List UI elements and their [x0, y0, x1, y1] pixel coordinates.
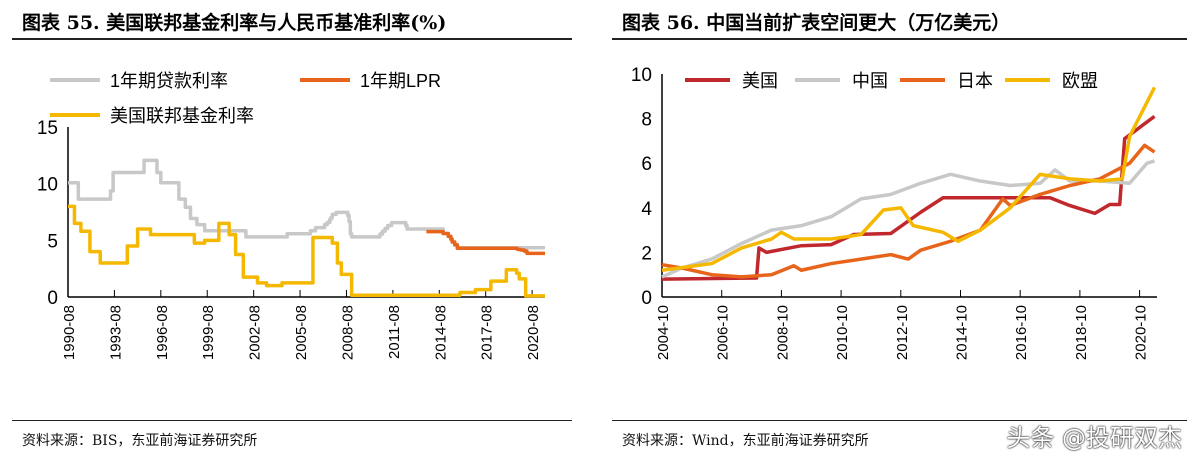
x-tick-label: 2020-08 — [525, 305, 542, 360]
x-tick-label: 2018-10 — [1073, 305, 1090, 360]
series-line-欧盟 — [661, 86, 1157, 272]
legend-label: 美国 — [742, 71, 778, 91]
source-right: 资料来源：Wind，东亚前海证券研究所 — [622, 433, 869, 449]
y-tick-label: 10 — [37, 175, 58, 196]
series-line-美国联邦基金利率 — [68, 204, 545, 298]
x-tick-label: 2008-10 — [774, 305, 791, 360]
x-tick-label: 2006-10 — [715, 305, 732, 360]
series-line-1年期贷款利率 — [68, 158, 545, 250]
series-line-美国 — [661, 114, 1156, 281]
chart-left: 0 5 10 15 1990-08 1993-08 1996-08 1999-08 2002-0… — [37, 71, 545, 360]
footer-divider-left — [12, 420, 572, 421]
x-tick-label: 1996-08 — [154, 305, 171, 360]
legend-label: 日本 — [957, 71, 993, 91]
chart-title-right: 图表 56. 中国当前扩表空间更大（万亿美元） — [622, 12, 1011, 34]
y-tick-label: 6 — [641, 154, 652, 175]
y-tick-label: 10 — [631, 65, 652, 86]
chart-right: 0 2 4 6 8 10 2004-10 2006-10 2008-10 2010-10 2012-… — [631, 65, 1157, 360]
x-tick-label: 1993-08 — [107, 305, 124, 360]
x-tick-label: 2010-10 — [834, 305, 851, 360]
x-tick-label: 2020-10 — [1133, 305, 1150, 360]
x-tick-label: 2008-08 — [339, 305, 356, 360]
y-tick-label: 0 — [641, 288, 652, 309]
chart-title-left: 图表 55. 美国联邦基金利率与人民币基准利率(%) — [22, 12, 447, 34]
y-tick-label: 4 — [641, 199, 652, 220]
legend-label: 欧盟 — [1062, 71, 1098, 91]
x-tick-label: 2002-08 — [247, 305, 264, 360]
x-tick-label: 2014-10 — [953, 305, 970, 360]
legend-label: 1年期LPR — [360, 71, 441, 91]
legend-label: 美国联邦基金利率 — [110, 106, 254, 126]
x-tick-label: 2005-08 — [293, 305, 310, 360]
x-tick-label: 2017-08 — [479, 305, 496, 360]
title-divider-left — [12, 38, 572, 40]
y-tick-label: 5 — [47, 231, 58, 252]
x-tick-label: 1999-08 — [200, 305, 217, 360]
x-tick-label: 2016-10 — [1013, 305, 1030, 360]
y-tick-label: 2 — [641, 243, 652, 264]
y-tick-label: 15 — [37, 118, 58, 139]
x-tick-label: 2014-08 — [432, 305, 449, 360]
watermark: 头条 @投研双杰 — [1006, 424, 1182, 452]
legend-label: 中国 — [852, 71, 888, 91]
legend-label: 1年期贷款利率 — [110, 71, 228, 91]
x-tick-label: 2004-10 — [655, 305, 672, 360]
x-tick-label: 2011-08 — [386, 305, 403, 359]
y-tick-label: 0 — [47, 288, 58, 309]
x-tick-label: 1990-08 — [61, 305, 78, 360]
x-tick-label: 2012-10 — [894, 305, 911, 360]
series-line-1年期LPR — [426, 229, 545, 256]
title-divider-right — [612, 38, 1187, 40]
y-tick-label: 8 — [641, 110, 652, 131]
source-left: 资料来源：BIS，东亚前海证券研究所 — [22, 433, 258, 449]
series-line-日本 — [661, 143, 1156, 279]
footer-divider-right — [612, 420, 1187, 421]
